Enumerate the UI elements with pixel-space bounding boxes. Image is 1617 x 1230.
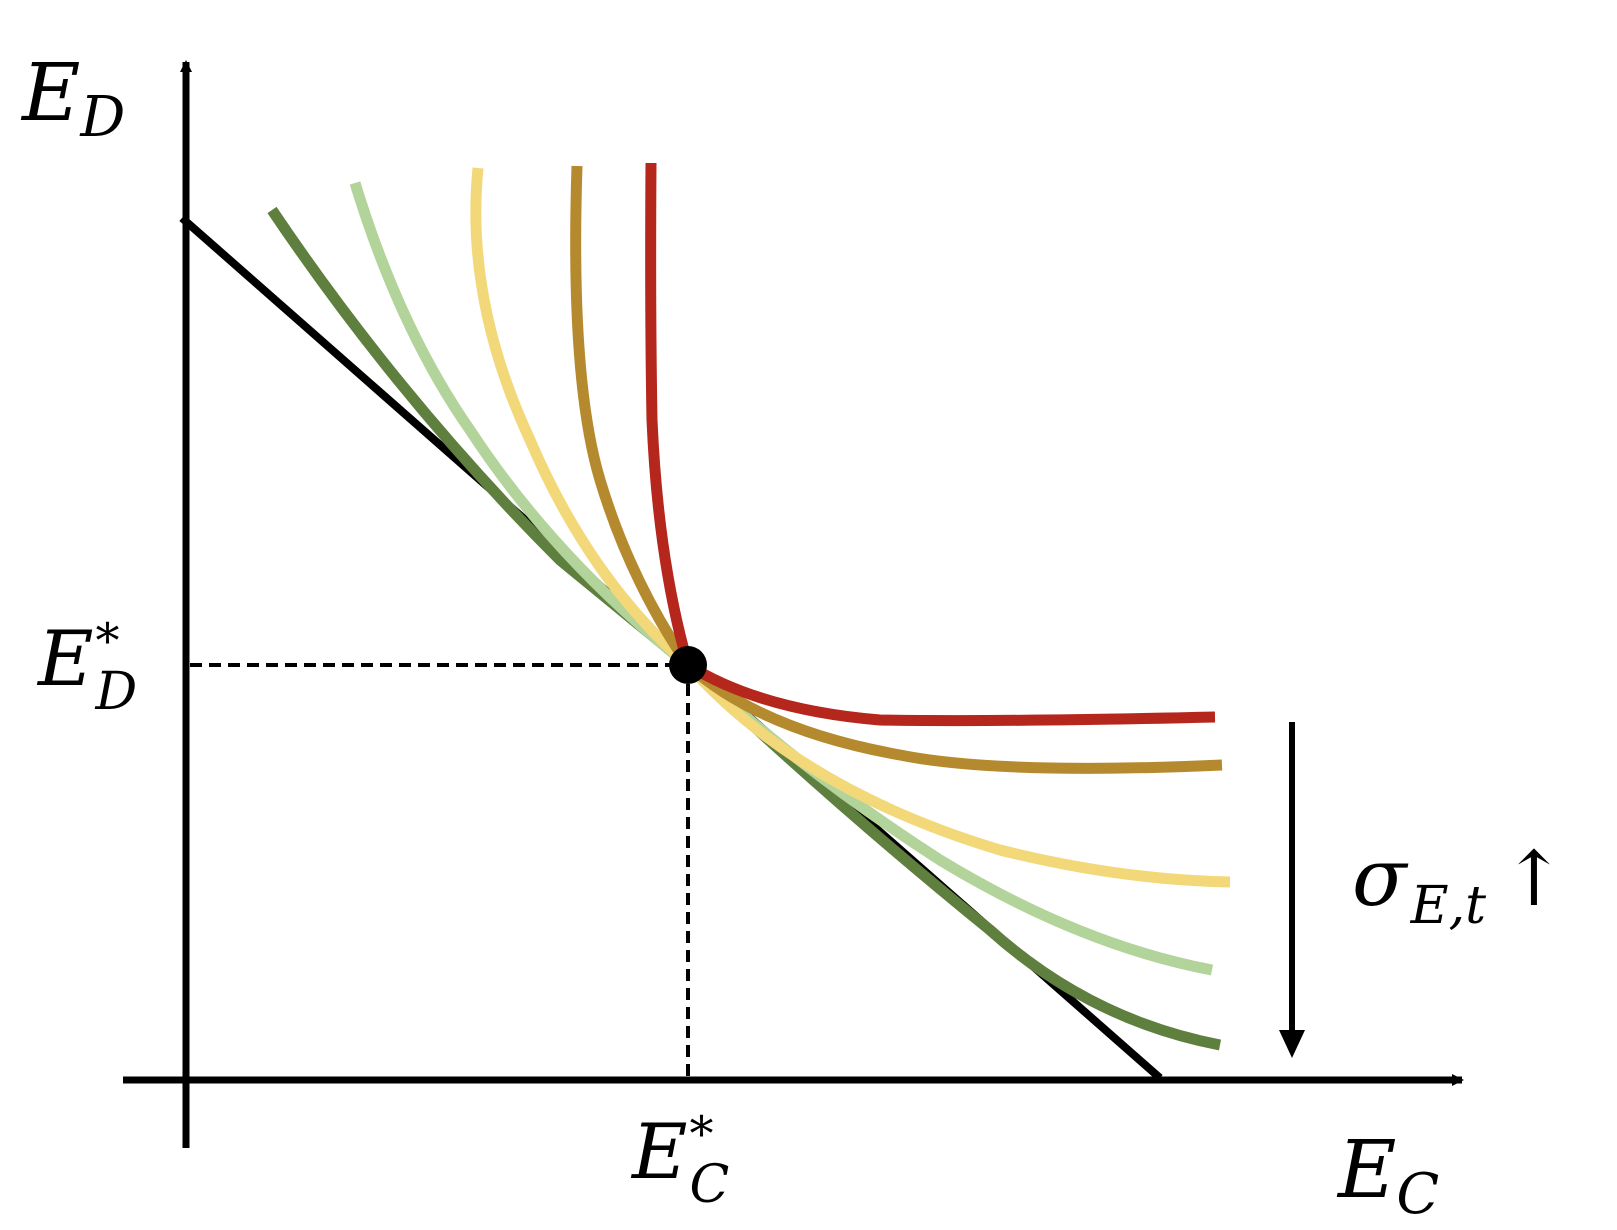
curve-red xyxy=(645,162,1216,727)
direction-arrowhead xyxy=(1279,1030,1305,1058)
optimum-x-label-sup: * xyxy=(689,1106,713,1162)
parameter-label: σE,t ↑ xyxy=(1352,831,1566,936)
y-axis-label: ED xyxy=(20,46,125,150)
x-axis-label: EC xyxy=(1336,1123,1439,1227)
optimum-y-label-sub: D xyxy=(94,662,137,722)
optimum-y-label-sup: * xyxy=(95,613,119,669)
optimum-point xyxy=(669,646,707,684)
curve-dark-gold xyxy=(570,165,1223,774)
optimum-y-label-base: E xyxy=(36,614,93,703)
y-axis-label-base: E xyxy=(20,46,80,139)
parameter-label-sub: E,t xyxy=(1410,876,1486,936)
optimum-x-label-sub: C xyxy=(689,1155,729,1215)
parameter-label-arrow: ↑ xyxy=(1502,834,1566,923)
optimum-y-label: E* D xyxy=(36,613,137,722)
curve-yellow xyxy=(470,167,1231,888)
x-axis-label-sub: C xyxy=(1396,1162,1439,1227)
parameter-label-base: σ xyxy=(1352,831,1409,924)
optimum-x-label-base: E xyxy=(630,1107,687,1196)
y-axis-label-sub: D xyxy=(79,85,125,150)
optimum-x-label: E* C xyxy=(630,1106,729,1215)
x-axis-label-base: E xyxy=(1336,1123,1396,1216)
